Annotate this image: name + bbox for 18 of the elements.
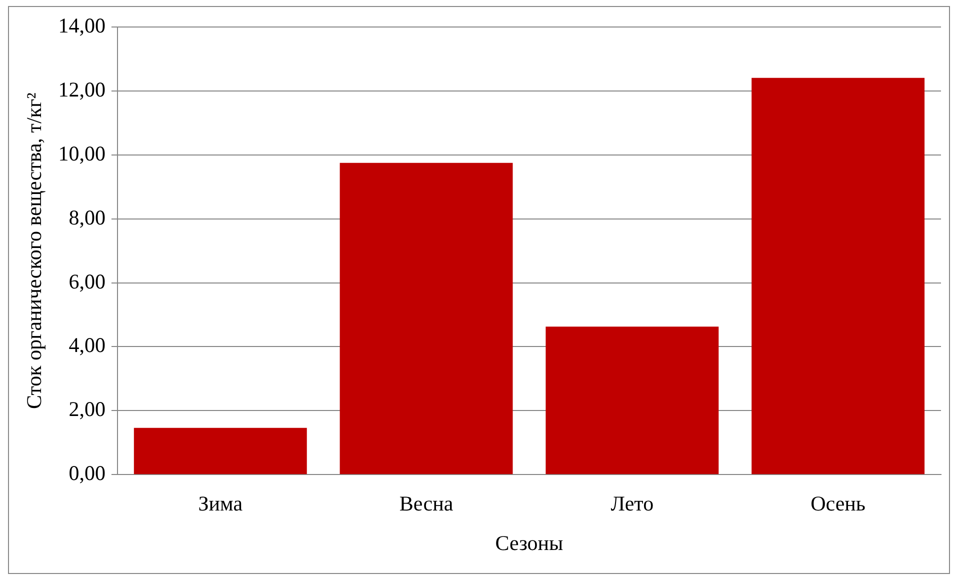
y-axis-title: Сток органического вещества, т/кг² [22, 92, 46, 410]
x-tick-label: Зима [198, 492, 244, 516]
bar [752, 78, 925, 474]
y-tick-label: 2,00 [68, 397, 106, 422]
bar [340, 162, 513, 474]
y-tick-label: 4,00 [68, 333, 106, 358]
x-axis-title: Сезоны [495, 530, 564, 555]
x-tick-label: Лето [610, 492, 654, 516]
x-tick-label: Осень [810, 492, 866, 516]
y-tick-label: 14,00 [58, 14, 106, 38]
y-tick-label: 8,00 [68, 205, 106, 230]
y-tick-label: 0,00 [68, 461, 106, 486]
bar [546, 326, 719, 474]
bar [134, 428, 307, 474]
x-tick-label: Весна [399, 492, 454, 516]
y-tick-label: 12,00 [58, 77, 106, 102]
y-tick-label: 10,00 [58, 141, 106, 166]
y-tick-label: 6,00 [68, 269, 106, 294]
